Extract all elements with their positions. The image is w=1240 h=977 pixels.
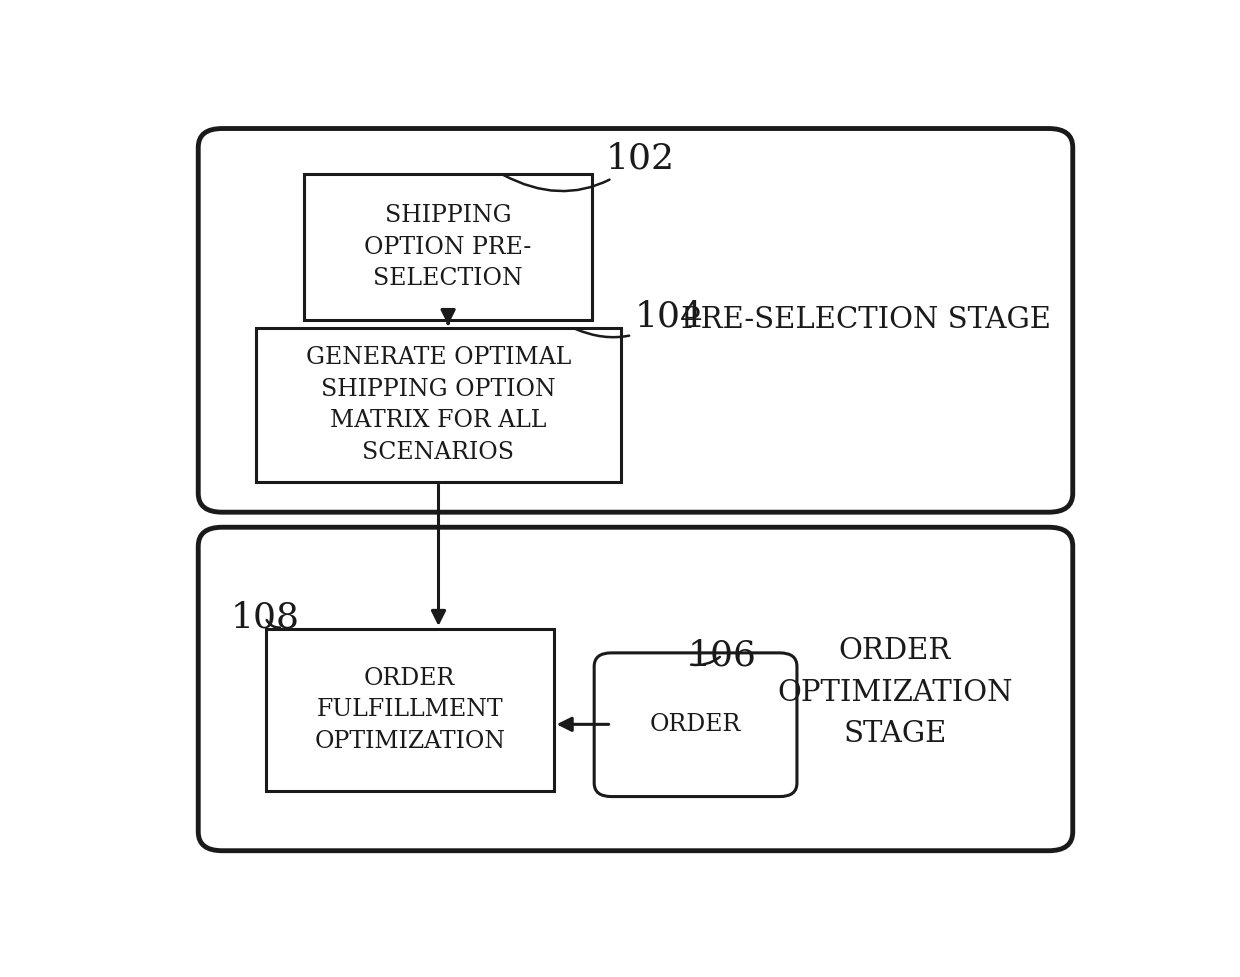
Text: PRE-SELECTION STAGE: PRE-SELECTION STAGE bbox=[681, 307, 1052, 334]
Text: OPTIMIZATION: OPTIMIZATION bbox=[777, 679, 1013, 706]
FancyBboxPatch shape bbox=[198, 129, 1073, 512]
Text: OPTIMIZATION: OPTIMIZATION bbox=[314, 730, 505, 752]
Text: 108: 108 bbox=[231, 601, 300, 634]
Text: 106: 106 bbox=[687, 638, 756, 672]
Text: SCENARIOS: SCENARIOS bbox=[362, 441, 515, 464]
Text: GENERATE OPTIMAL: GENERATE OPTIMAL bbox=[306, 346, 572, 369]
FancyBboxPatch shape bbox=[198, 528, 1073, 851]
Text: 102: 102 bbox=[503, 142, 675, 191]
Text: FULFILLMENT: FULFILLMENT bbox=[316, 699, 503, 721]
Text: SHIPPING OPTION: SHIPPING OPTION bbox=[321, 378, 556, 401]
FancyBboxPatch shape bbox=[255, 328, 621, 482]
Text: SHIPPING: SHIPPING bbox=[384, 204, 511, 227]
Text: STAGE: STAGE bbox=[843, 720, 946, 748]
FancyBboxPatch shape bbox=[594, 653, 797, 796]
Text: 104: 104 bbox=[575, 300, 703, 337]
Text: SELECTION: SELECTION bbox=[373, 267, 523, 290]
Text: ORDER: ORDER bbox=[650, 713, 742, 737]
FancyBboxPatch shape bbox=[304, 174, 593, 320]
Text: ORDER: ORDER bbox=[838, 637, 951, 665]
Text: ORDER: ORDER bbox=[365, 666, 455, 690]
Text: MATRIX FOR ALL: MATRIX FOR ALL bbox=[330, 409, 547, 432]
FancyBboxPatch shape bbox=[265, 629, 554, 790]
Text: OPTION PRE-: OPTION PRE- bbox=[365, 235, 532, 259]
